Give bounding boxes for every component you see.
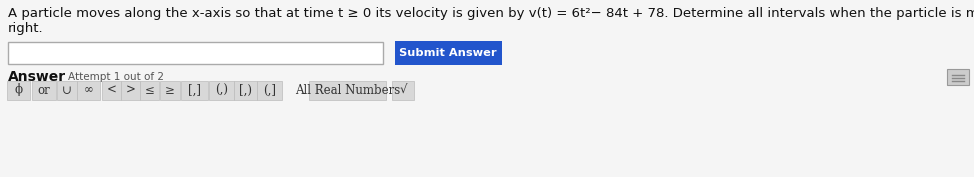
Text: [,): [,) bbox=[239, 84, 252, 96]
Text: or: or bbox=[38, 84, 51, 96]
FancyBboxPatch shape bbox=[160, 81, 180, 100]
Text: (,): (,) bbox=[215, 84, 228, 96]
FancyBboxPatch shape bbox=[140, 81, 159, 100]
FancyBboxPatch shape bbox=[32, 81, 56, 100]
Text: ϕ: ϕ bbox=[15, 84, 22, 96]
FancyBboxPatch shape bbox=[947, 69, 969, 85]
FancyBboxPatch shape bbox=[8, 42, 383, 64]
Text: right.: right. bbox=[8, 22, 44, 35]
Text: Attempt 1 out of 2: Attempt 1 out of 2 bbox=[68, 72, 164, 82]
FancyBboxPatch shape bbox=[392, 81, 414, 100]
FancyBboxPatch shape bbox=[209, 81, 234, 100]
Text: √: √ bbox=[399, 84, 407, 96]
FancyBboxPatch shape bbox=[77, 81, 100, 100]
Text: A particle moves along the x-axis so that at time t ≥ 0 its velocity is given by: A particle moves along the x-axis so tha… bbox=[8, 7, 974, 20]
Text: All Real Numbers: All Real Numbers bbox=[295, 84, 400, 96]
FancyBboxPatch shape bbox=[181, 81, 208, 100]
FancyBboxPatch shape bbox=[257, 81, 282, 100]
FancyBboxPatch shape bbox=[102, 81, 121, 100]
Text: (,]: (,] bbox=[263, 84, 276, 96]
Text: ∪: ∪ bbox=[62, 84, 72, 96]
Text: >: > bbox=[126, 84, 135, 96]
Text: Answer: Answer bbox=[8, 70, 66, 84]
Text: ≤: ≤ bbox=[144, 84, 155, 96]
Text: Submit Answer: Submit Answer bbox=[399, 48, 497, 58]
Text: <: < bbox=[106, 84, 117, 96]
Text: [,]: [,] bbox=[188, 84, 201, 96]
FancyBboxPatch shape bbox=[121, 81, 140, 100]
FancyBboxPatch shape bbox=[234, 81, 257, 100]
FancyBboxPatch shape bbox=[309, 81, 386, 100]
Text: ≥: ≥ bbox=[165, 84, 175, 96]
FancyBboxPatch shape bbox=[395, 41, 502, 65]
Text: ∞: ∞ bbox=[84, 84, 94, 96]
FancyBboxPatch shape bbox=[7, 81, 30, 100]
FancyBboxPatch shape bbox=[57, 81, 77, 100]
